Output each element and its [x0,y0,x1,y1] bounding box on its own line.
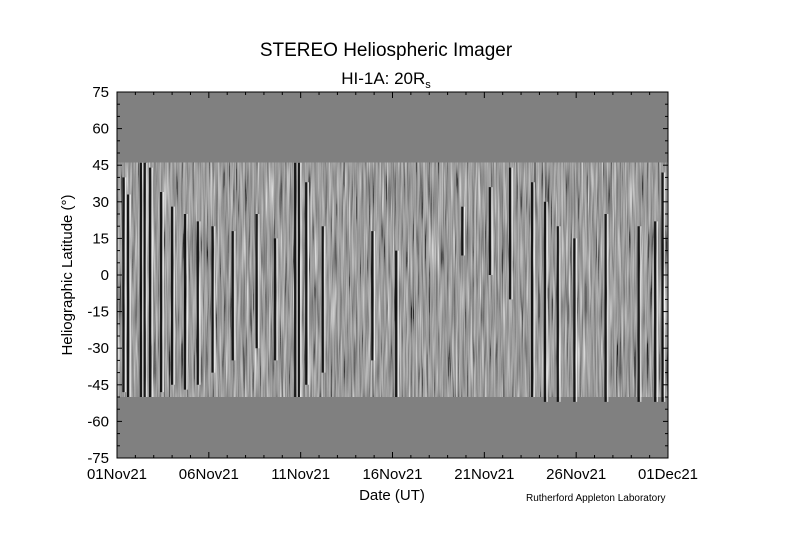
credit-label: Rutherford Appleton Laboratory [526,493,666,504]
y-tick-label-1: 60 [92,121,109,138]
y-tick-label-7: -30 [87,340,109,357]
subtitle-main: HI-1A: 20R [341,69,425,88]
x-tick-label-6: 01Dec21 [638,466,698,483]
y-tick-label-3: 30 [92,194,109,211]
y-axis-label: Heliographic Latitude (°) [59,194,76,355]
x-tick-label-0: 01Nov21 [87,466,147,483]
y-tick-label-10: -75 [87,450,109,467]
chart-title: STEREO Heliospheric Imager [260,40,513,61]
y-tick-label-9: -60 [87,413,109,430]
y-tick-label-2: 45 [92,157,109,174]
x-tick-label-4: 21Nov21 [454,466,514,483]
x-axis-label: Date (UT) [359,487,425,504]
y-tick-label-5: 0 [101,267,109,284]
x-tick-label-1: 06Nov21 [179,466,239,483]
x-tick-label-3: 16Nov21 [362,466,422,483]
y-tick-label-6: -15 [87,304,109,321]
chart-subtitle: HI-1A: 20Rs [341,69,431,91]
y-tick-label-8: -45 [87,377,109,394]
y-tick-label-4: 15 [92,230,109,247]
y-axis: 75 60 45 30 15 0 -15 -30 -45 -60 -75 [87,84,668,467]
y-tick-label-0: 75 [92,84,109,101]
x-axis: 01Nov21 06Nov21 11Nov21 16Nov21 21Nov21 26Nov… [87,92,698,483]
x-tick-label-5: 26Nov21 [546,466,606,483]
plot-area [116,91,669,459]
x-tick-label-2: 11Nov21 [271,466,330,483]
feature-layer [122,162,666,402]
subtitle-subscript: s [425,79,431,91]
